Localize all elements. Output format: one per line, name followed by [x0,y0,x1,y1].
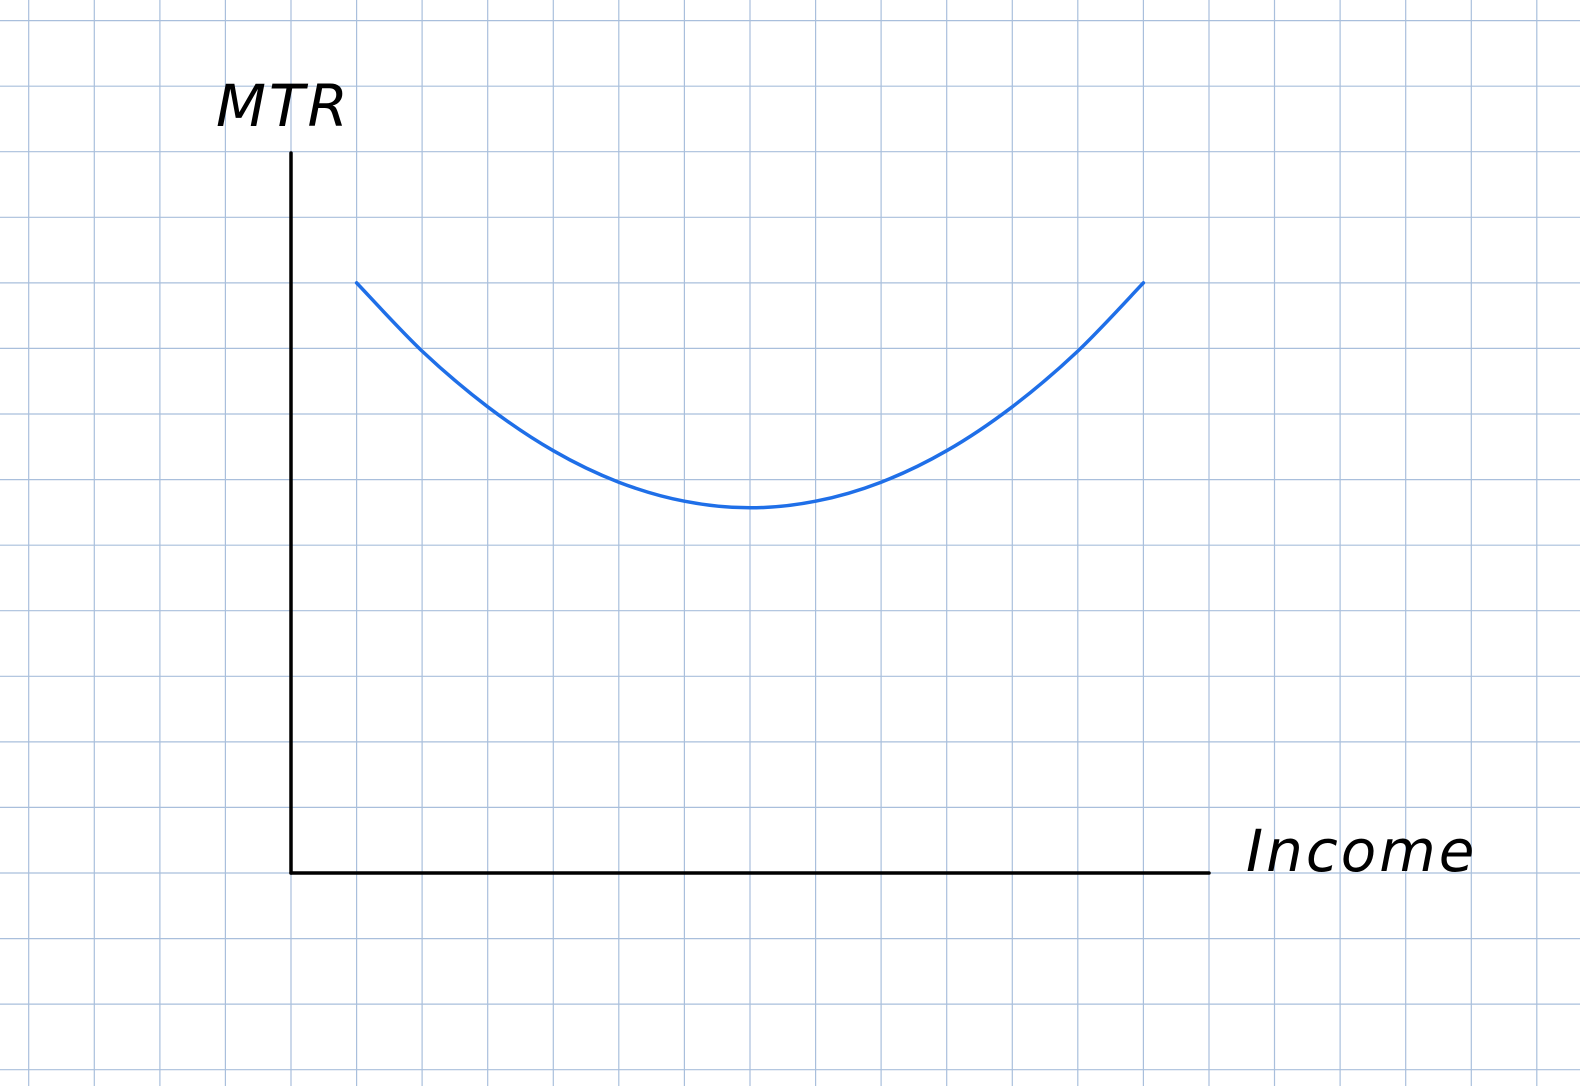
series-line-mtr [354,281,1146,510]
x-axis-label: Income [1246,817,1477,885]
y-axis-label: MTR [216,72,351,140]
